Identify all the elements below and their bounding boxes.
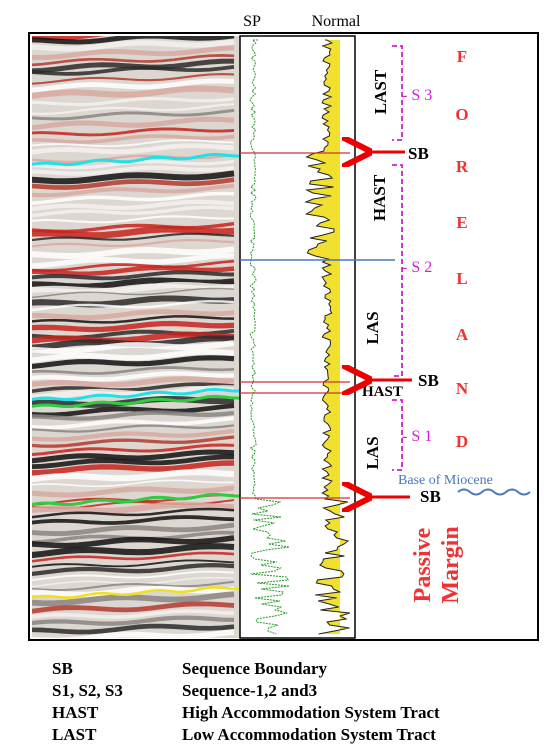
normal-label: Normal	[312, 13, 361, 30]
legend-abbr: LAST	[52, 725, 97, 744]
sp-label: SP	[243, 13, 261, 30]
seismic-section	[30, 29, 240, 641]
sequence-label: - S 3	[402, 87, 432, 104]
legend: SB Sequence Boundary S1, S2, S3 Sequence-1,…	[52, 659, 440, 744]
tract-label: LAS	[363, 311, 382, 344]
foreland-letter: D	[456, 432, 468, 451]
legend-meaning: High Accommodation System Tract	[182, 703, 440, 722]
legend-abbr: SB	[52, 659, 73, 678]
tract-label: LAST	[371, 69, 390, 114]
margin-label: Margin	[438, 526, 464, 603]
sb-label: SB	[408, 144, 429, 163]
sequence-label: - S 1	[402, 428, 432, 445]
legend-meaning: Low Accommodation System Tract	[182, 725, 436, 744]
tract-label: HAST	[362, 384, 403, 400]
foreland-letter: R	[456, 157, 469, 176]
sequence-label: - S 2	[402, 259, 432, 276]
page: {"header": {"sp": "SP", "normal": "Norma…	[0, 0, 546, 747]
tract-label: HAST	[370, 174, 389, 221]
foreland-letter: L	[456, 269, 467, 288]
sb-label: SB	[418, 371, 439, 390]
foreland-letter: F	[457, 47, 467, 66]
legend-abbr: S1, S2, S3	[52, 681, 123, 700]
legend-meaning: Sequence Boundary	[182, 659, 327, 678]
legend-meaning: Sequence-1,2 and3	[182, 681, 317, 700]
foreland-letter: N	[456, 379, 469, 398]
passive-label: Passive	[410, 527, 436, 602]
foreland-letter: O	[455, 105, 468, 124]
foreland-letter: A	[456, 325, 469, 344]
sb-label: SB	[420, 487, 441, 506]
tract-label: LAS	[363, 436, 382, 469]
legend-abbr: HAST	[52, 703, 99, 722]
base-miocene-label: Base of Miocene	[398, 473, 493, 488]
figure: SP Normal LAST HAST LAS HAST LAS SB SB S…	[0, 0, 546, 747]
foreland-letter: E	[456, 213, 467, 232]
